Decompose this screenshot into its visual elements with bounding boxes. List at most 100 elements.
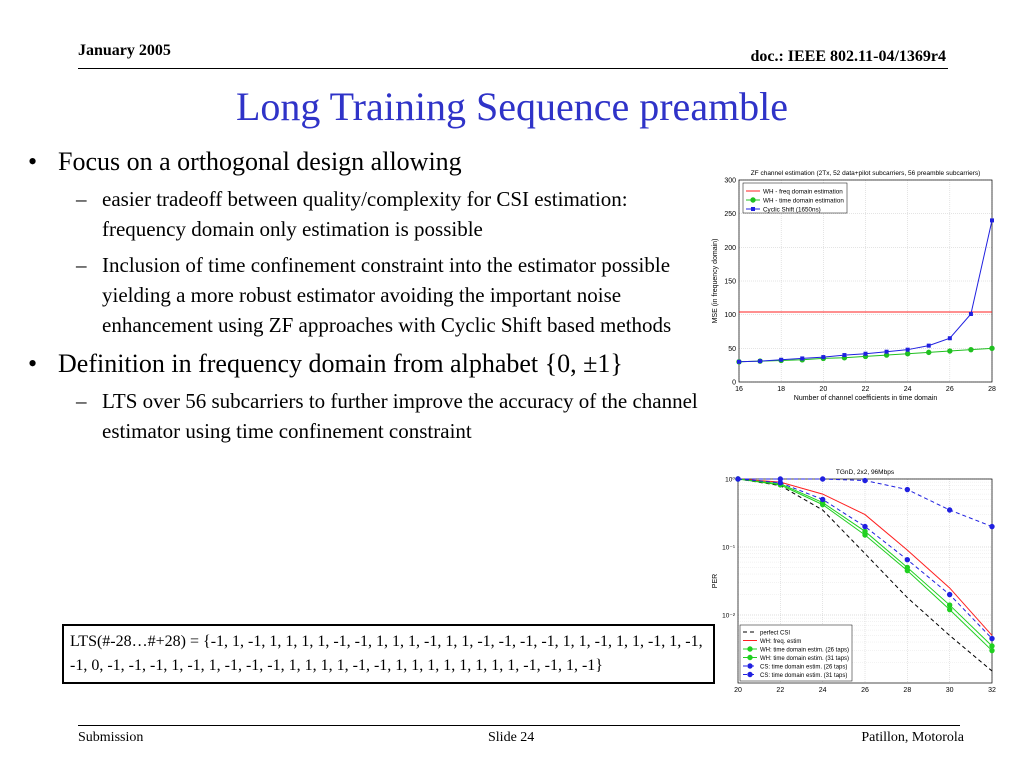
chart-2-series-6-point <box>946 507 953 513</box>
chart-2-series-6-point <box>777 476 784 482</box>
chart-1-ytick-label: 100 <box>724 312 736 319</box>
footer-slide-number: Slide 24 <box>488 730 535 745</box>
bullet-1: • Focus on a orthogonal design allowing <box>28 147 462 176</box>
bullet-2: • Definition in frequency domain from alp… <box>28 349 623 378</box>
chart-2-series-4-point <box>862 532 868 538</box>
chart-2-series-3-point <box>989 643 995 649</box>
chart-2-series-6-point <box>819 476 826 482</box>
chart-1-title: ZF channel estimation (2Tx, 52 data+pilo… <box>751 170 981 177</box>
chart-1-xtick-label: 22 <box>862 386 870 393</box>
chart-2-series-5-point <box>989 635 995 642</box>
chart-1-series-3-point <box>737 359 741 364</box>
chart-1-xtick-label: 26 <box>946 386 954 393</box>
footer-author: Patillon, Motorola <box>861 730 964 745</box>
chart-1-series-3-point <box>863 351 868 356</box>
chart-2-legend-label: WH: time domain estim. (31 taps) <box>760 656 849 662</box>
chart-1-series-2-point <box>968 346 974 353</box>
chart-1-series-2-point <box>989 345 995 352</box>
chart-1-ytick-label: 300 <box>724 178 736 185</box>
footer-rule <box>78 725 960 726</box>
chart-2-series-6-point <box>862 477 868 484</box>
chart-1-legend-marker <box>751 207 755 211</box>
chart-2-series-line-3 <box>737 478 993 647</box>
chart-2-series-4-point <box>989 647 995 654</box>
chart-2-legend-label: perfect CSI <box>760 630 790 636</box>
chart-1-series-3-point <box>758 359 763 364</box>
chart-2-xtick-label: 24 <box>819 687 827 694</box>
chart-1-series-3-point <box>926 343 931 348</box>
chart-1-series-3-point <box>884 349 889 354</box>
sub-bullet-1-1: – easier tradeoff between quality/complex… <box>76 187 628 241</box>
chart-2-xtick-label: 30 <box>946 687 954 694</box>
chart-2-xtick-label: 20 <box>734 687 742 694</box>
header-date: January 2005 <box>78 42 171 59</box>
chart-2-series-5-point <box>946 591 953 598</box>
chart-2-series-5-point <box>862 523 868 530</box>
chart-1-xlabel: Number of channel coefficients in time d… <box>794 395 938 402</box>
chart-1-xtick-label: 28 <box>988 386 996 393</box>
chart-1-legend-label: WH - time domain estimation <box>763 197 844 204</box>
chart-2-title: TGnD, 2x2, 96Mbps <box>836 469 895 476</box>
mse-chart: ZF channel estimation (2Tx, 52 data+pilo… <box>712 170 996 402</box>
chart-2-series-4-point <box>904 567 911 574</box>
chart-1-series-3-point <box>821 355 826 360</box>
chart-2-legend-label: WH: freq. estim <box>760 639 801 645</box>
chart-1-xtick-label: 20 <box>819 386 827 393</box>
chart-1-legend-label: Cyclic Shift (1650ns) <box>763 206 821 213</box>
chart-2-ytick-label: 10⁻² <box>722 613 736 620</box>
chart-1-series-3-point <box>990 218 994 223</box>
chart-1-ytick-label: 200 <box>724 245 736 252</box>
chart-2-series-3-point <box>946 602 953 608</box>
chart-2-series-4-point <box>946 606 953 613</box>
sub-bullet-1-2: – Inclusion of time confinement constrain… <box>76 253 672 337</box>
chart-2-xtick-label: 22 <box>776 687 784 694</box>
chart-1-ytick-label: 0 <box>732 380 736 387</box>
chart-1-series-3-point <box>947 336 952 341</box>
chart-2-series-6-point <box>735 476 741 482</box>
slide-title: Long Training Sequence preamble <box>235 84 789 129</box>
header-rule <box>78 68 948 69</box>
chart-2-legend-box <box>739 624 853 682</box>
lts-sequence-box: LTS(#-28…#+28) = {-1, 1, -1, 1, 1, 1, 1,… <box>62 624 715 684</box>
chart-2-series-6-point <box>989 523 995 530</box>
chart-2-series-line-5 <box>737 478 993 639</box>
chart-1-xtick-label: 18 <box>777 386 785 393</box>
chart-2-legend-marker <box>747 646 753 652</box>
chart-1-series-3-point <box>842 353 847 358</box>
chart-1-xtick-label: 24 <box>904 386 912 393</box>
chart-2-legend-marker <box>747 671 753 678</box>
chart-2-xtick-label: 26 <box>861 687 869 694</box>
chart-2-legend-marker <box>747 663 753 669</box>
chart-2-legend-marker <box>747 654 753 661</box>
chart-1-ytick-label: 150 <box>724 279 736 286</box>
chart-1-series-3-point <box>905 347 910 352</box>
chart-2-series-5-point <box>904 557 911 563</box>
chart-1-series-3-point <box>968 311 973 316</box>
chart-1-series-2-point <box>947 348 953 354</box>
chart-2-series-4-point <box>819 501 826 508</box>
chart-2-legend-label: CS: time domain estim. (31 taps) <box>760 673 847 679</box>
header-doc-id: doc.: IEEE 802.11-04/1369r4 <box>750 48 946 65</box>
sub-bullet-2-1: – LTS over 56 subcarriers to further impr… <box>76 389 698 443</box>
chart-1-axes-box <box>738 179 993 383</box>
chart-2-ytick-label: 10⁻¹ <box>722 545 736 552</box>
chart-2-xtick-label: 28 <box>903 687 911 694</box>
chart-1-legend-label: WH - freq domain estimation <box>763 188 843 195</box>
per-chart: TGnD, 2x2, 96Mbps 20 22 24 26 28 30 32 10⁰ 10⁻¹ 10… <box>712 469 996 694</box>
chart-1-ytick-label: 50 <box>728 346 736 353</box>
chart-1-series-2-point <box>904 351 911 357</box>
chart-2-ylabel: PER <box>712 574 719 588</box>
chart-1-legend-box <box>742 182 848 214</box>
chart-1-xtick-label: 16 <box>735 386 743 393</box>
chart-1-ytick-label: 250 <box>724 211 736 218</box>
slide-body: • Focus on a orthogonal design allowing –… <box>20 146 710 452</box>
chart-1-series-2-point <box>926 349 932 356</box>
chart-2-legend-label: CS: time domain estim. (26 taps) <box>760 664 847 670</box>
chart-1-ylabel: MSE (in frequency domain) <box>712 239 719 324</box>
footer-submission: Submission <box>78 730 144 745</box>
chart-2-xtick-label: 32 <box>988 687 996 694</box>
chart-2-ytick-label: 10⁰ <box>725 477 735 484</box>
chart-1-series-3-point <box>779 357 784 362</box>
chart-2-legend-label: WH: time domain estim. (26 taps) <box>760 647 849 653</box>
chart-1-series-3-point <box>800 356 805 361</box>
